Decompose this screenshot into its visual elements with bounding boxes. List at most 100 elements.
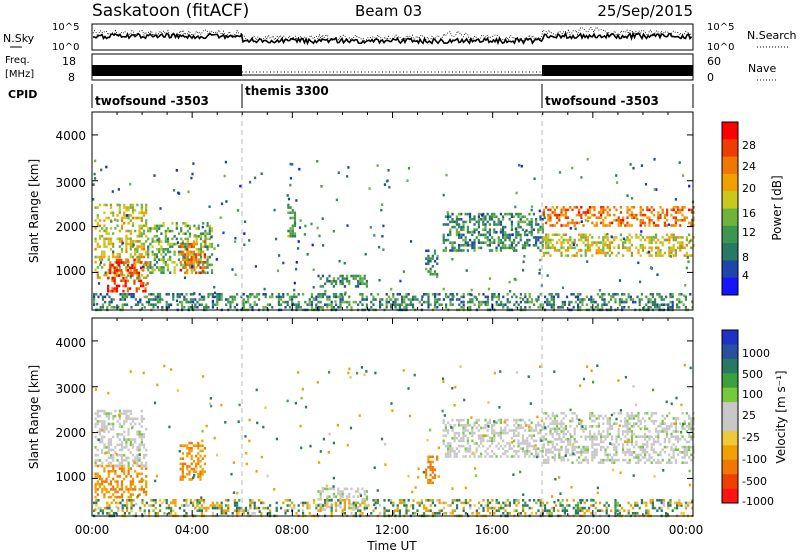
- power-cell: [602, 249, 605, 252]
- power-cell: [545, 233, 548, 237]
- velocity-cell: [571, 417, 574, 420]
- velocity-cell: [96, 472, 99, 476]
- power-cell: [396, 298, 399, 301]
- power-cell: [126, 303, 129, 306]
- power-cell: [595, 243, 598, 247]
- velocity-cell: [136, 459, 139, 462]
- power-cell: [547, 213, 550, 217]
- velocity-cell: [580, 448, 583, 451]
- power-cell: [125, 216, 128, 220]
- velocity-cell: [488, 418, 491, 422]
- velocity-cell: [597, 443, 600, 446]
- velocity-cell: [453, 437, 456, 440]
- velocity-cell: [590, 512, 593, 515]
- power-cell: [471, 246, 474, 250]
- velocity-cell: [613, 453, 616, 457]
- power-cell: [488, 228, 491, 231]
- power-cell: [520, 164, 523, 168]
- power-cell: [136, 247, 139, 251]
- velocity-cell: [429, 504, 432, 507]
- velocity-cell: [438, 499, 441, 502]
- power-cell: [120, 224, 124, 228]
- power-cell: [127, 260, 130, 264]
- power-cell: [508, 233, 511, 237]
- power-cell: [186, 248, 189, 251]
- velocity-cell: [247, 509, 250, 512]
- velocity-cell: [608, 432, 611, 436]
- velocity-cell: [513, 455, 516, 458]
- velocity-cell: [195, 462, 198, 466]
- velocity-cell: [672, 453, 675, 457]
- velocity-cell: [145, 482, 148, 486]
- velocity-cell: [595, 425, 598, 428]
- power-cell: [193, 253, 196, 256]
- velocity-cell: [595, 443, 598, 446]
- power-cell: [497, 223, 500, 226]
- power-cell: [615, 174, 618, 177]
- velocity-cell: [591, 419, 594, 423]
- velocity-cell: [190, 462, 193, 466]
- power-cell: [191, 271, 194, 274]
- velocity-cell: [624, 435, 627, 438]
- power-cell: [491, 249, 494, 252]
- velocity-cell: [586, 458, 589, 462]
- velocity-cell: [611, 427, 614, 431]
- power-cell: [521, 220, 524, 224]
- power-cell: [617, 224, 620, 227]
- velocity-cell: [142, 446, 146, 449]
- power-cell: [477, 241, 480, 244]
- velocity-cell: [286, 504, 289, 507]
- power-cell: [622, 241, 625, 244]
- power-cell: [291, 211, 294, 215]
- velocity-cell: [405, 506, 408, 510]
- power-cell: [162, 266, 165, 269]
- power-cell: [547, 233, 550, 237]
- velocity-cell: [491, 429, 494, 432]
- power-cell: [136, 203, 139, 207]
- velocity-cell: [324, 504, 327, 507]
- power-cell: [679, 244, 682, 248]
- power-cell: [361, 277, 364, 280]
- power-cell: [537, 295, 540, 299]
- power-cell: [425, 267, 428, 271]
- power-cell: [293, 295, 296, 299]
- velocity-cell: [197, 444, 200, 447]
- velocity-cell: [447, 429, 450, 432]
- power-cell: [561, 300, 564, 304]
- power-cell: [595, 221, 598, 225]
- power-cell: [175, 299, 179, 303]
- velocity-cell: [551, 451, 554, 454]
- power-cell: [195, 237, 198, 241]
- power-cell: [381, 303, 384, 306]
- velocity-cell: [429, 455, 432, 459]
- velocity-cell: [641, 443, 644, 446]
- velocity-cell: [630, 417, 633, 420]
- power-cell: [148, 293, 151, 296]
- power-cell: [181, 250, 184, 254]
- velocity-cell: [123, 453, 126, 457]
- power-cell: [637, 251, 640, 255]
- power-cell: [98, 224, 102, 228]
- power-cell: [486, 298, 489, 301]
- power-cell: [486, 300, 489, 304]
- velocity-cell: [253, 504, 256, 507]
- power-cell: [584, 233, 587, 237]
- power-cell: [657, 238, 660, 242]
- velocity-cell: [690, 438, 693, 441]
- velocity-cell: [343, 504, 346, 507]
- velocity-cell: [370, 512, 373, 515]
- power-cell: [666, 233, 669, 237]
- power-cell: [672, 236, 675, 239]
- power-cell: [455, 223, 458, 226]
- velocity-cell: [220, 509, 223, 512]
- power-cell: [287, 234, 290, 238]
- power-cell: [629, 163, 632, 166]
- power-cell: [545, 241, 548, 244]
- velocity-cell: [258, 506, 261, 510]
- velocity-cell: [374, 506, 377, 510]
- velocity-cell: [106, 504, 109, 507]
- velocity-cell: [521, 437, 524, 440]
- velocity-cell: [269, 504, 272, 507]
- power-cell: [138, 224, 141, 228]
- velocity-cell: [136, 417, 139, 421]
